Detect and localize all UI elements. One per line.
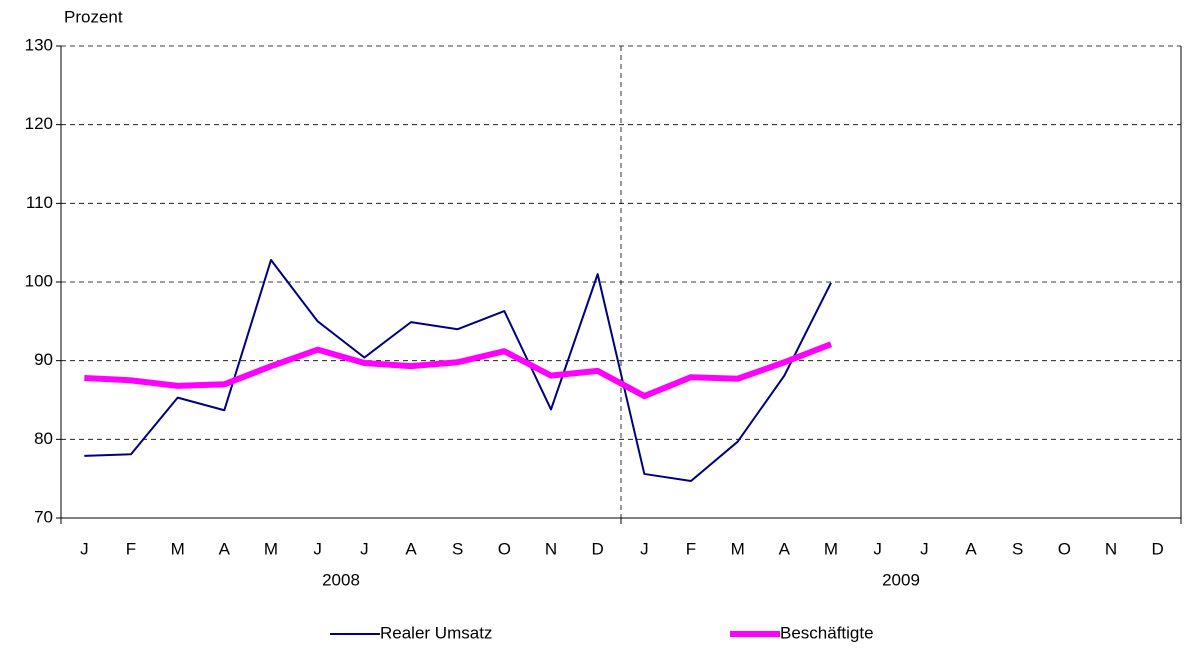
legend-label: Realer Umsatz bbox=[380, 623, 492, 642]
series-line bbox=[84, 341, 833, 400]
y-tick-label: 110 bbox=[26, 193, 53, 212]
x-tick-label: A bbox=[405, 539, 417, 558]
y-tick-label: 70 bbox=[34, 507, 53, 526]
y-tick-label: 80 bbox=[34, 429, 53, 448]
year-label: 2008 bbox=[322, 570, 360, 589]
x-tick-label: M bbox=[731, 539, 745, 558]
x-tick-label: A bbox=[219, 539, 231, 558]
year-label: 2009 bbox=[882, 570, 920, 589]
x-tick-label: O bbox=[1058, 539, 1071, 558]
x-tick-label: J bbox=[920, 539, 929, 558]
x-tick-label: M bbox=[264, 539, 278, 558]
x-tick-label: O bbox=[498, 539, 511, 558]
x-tick-label: F bbox=[686, 539, 696, 558]
x-tick-label: J bbox=[360, 539, 369, 558]
y-tick-label: 120 bbox=[25, 114, 53, 133]
x-tick-label: F bbox=[126, 539, 136, 558]
x-tick-label: S bbox=[452, 539, 463, 558]
x-tick-label: M bbox=[171, 539, 185, 558]
x-tick-label: D bbox=[592, 539, 604, 558]
y-tick-label: 90 bbox=[34, 350, 53, 369]
x-tick-label: N bbox=[545, 539, 557, 558]
x-tick-label: J bbox=[313, 539, 322, 558]
y-tick-label: 130 bbox=[25, 35, 53, 54]
x-tick-label: J bbox=[873, 539, 882, 558]
y-tick-label: 100 bbox=[25, 271, 53, 290]
x-tick-label: M bbox=[824, 539, 838, 558]
x-tick-label: J bbox=[80, 539, 89, 558]
x-tick-label: J bbox=[640, 539, 649, 558]
series-line bbox=[84, 258, 832, 483]
x-tick-label: A bbox=[779, 539, 791, 558]
legend-label: Beschäftigte bbox=[780, 623, 874, 642]
x-tick-label: D bbox=[1152, 539, 1164, 558]
x-tick-label: N bbox=[1105, 539, 1117, 558]
x-tick-label: S bbox=[1012, 539, 1023, 558]
y-axis-label: Prozent bbox=[64, 7, 123, 26]
x-tick-label: A bbox=[965, 539, 977, 558]
